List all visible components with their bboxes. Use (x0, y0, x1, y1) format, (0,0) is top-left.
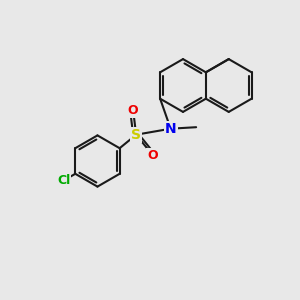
Text: Cl: Cl (57, 174, 70, 187)
Text: N: N (165, 122, 176, 136)
Text: O: O (147, 148, 158, 162)
Text: S: S (131, 128, 141, 142)
Text: O: O (128, 103, 138, 117)
